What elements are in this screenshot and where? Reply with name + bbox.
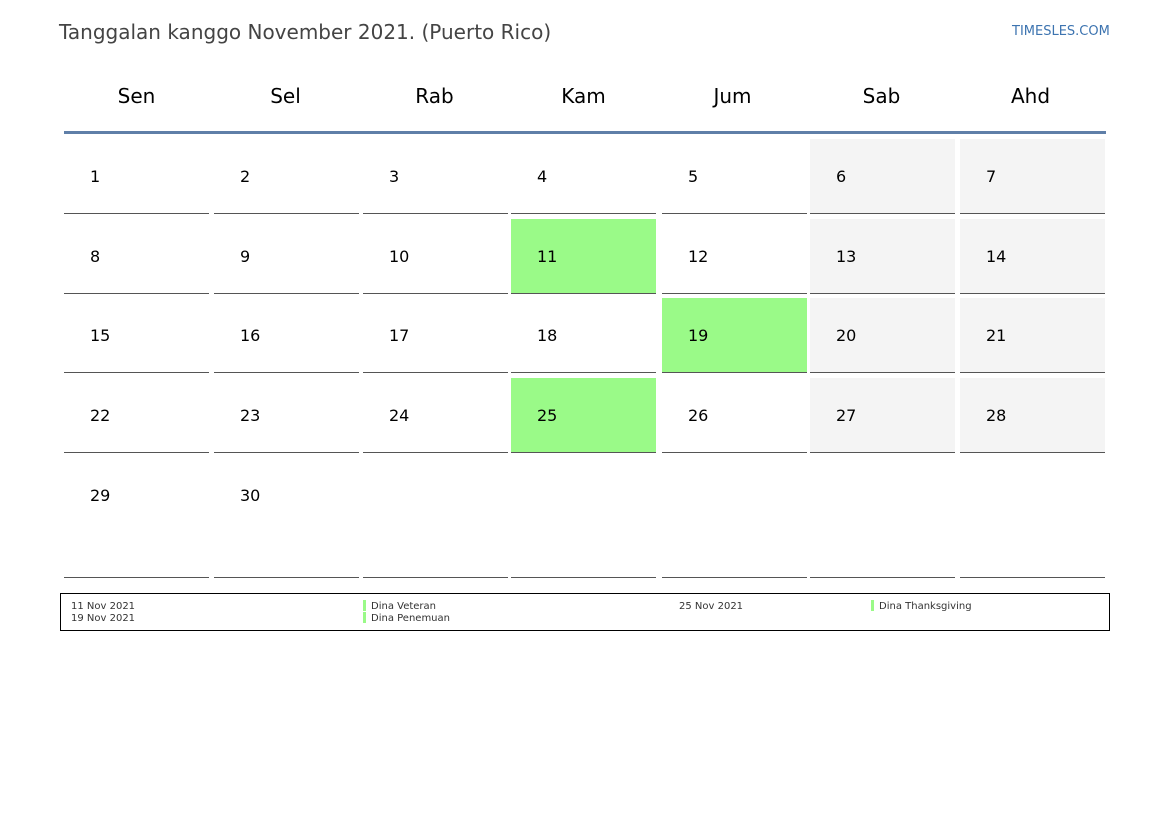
day-cell-23: 23 xyxy=(214,378,359,453)
weekday-tue: Sel xyxy=(270,84,301,108)
day-cell-15: 15 xyxy=(64,298,209,373)
day-cell-27: 27 xyxy=(810,378,955,453)
day-cell-29: 29 xyxy=(64,458,209,578)
day-cell-18: 18 xyxy=(511,298,656,373)
day-number: 17 xyxy=(389,326,410,345)
day-number: 3 xyxy=(389,167,400,186)
site-link[interactable]: TIMESLES.COM xyxy=(1012,24,1110,39)
holiday-marker xyxy=(363,612,366,623)
weekday-fri: Jum xyxy=(713,84,752,108)
day-number: 15 xyxy=(90,326,111,345)
weekday-sat: Sab xyxy=(862,84,901,108)
day-cell-22: 22 xyxy=(64,378,209,453)
day-number: 14 xyxy=(986,247,1007,266)
day-number: 25 xyxy=(537,406,558,425)
day-number: 28 xyxy=(986,406,1007,425)
day-cell-24: 24 xyxy=(363,378,508,453)
day-cell-11: 11 xyxy=(511,219,656,294)
day-number: 10 xyxy=(389,247,410,266)
day-cell-9: 9 xyxy=(214,219,359,294)
day-cell-25: 25 xyxy=(511,378,656,453)
weekday-wed: Rab xyxy=(415,84,454,108)
day-cell-16: 16 xyxy=(214,298,359,373)
holiday-date: 19 Nov 2021 xyxy=(71,613,136,624)
day-number: 7 xyxy=(986,167,997,186)
day-cell-8: 8 xyxy=(64,219,209,294)
day-cell-6: 6 xyxy=(810,139,955,214)
header-rule xyxy=(64,131,1106,134)
holiday-name: Dina Veteran xyxy=(371,601,436,612)
day-cell-1: 1 xyxy=(64,139,209,214)
day-number: 9 xyxy=(240,247,251,266)
day-number: 4 xyxy=(537,167,548,186)
day-cell-5: 5 xyxy=(662,139,807,214)
weekday-sun: Ahd xyxy=(1010,84,1051,108)
day-cell-28: 28 xyxy=(960,378,1105,453)
day-number: 8 xyxy=(90,247,101,266)
day-cell-12: 12 xyxy=(662,219,807,294)
day-cell-10: 10 xyxy=(363,219,508,294)
day-cell-19: 19 xyxy=(662,298,807,373)
holiday-name: Dina Thanksgiving xyxy=(879,601,972,612)
day-cell-empty xyxy=(363,458,508,578)
day-cell-2: 2 xyxy=(214,139,359,214)
weekday-header: Sen Sel Rab Kam Jum Sab Ahd xyxy=(64,84,1106,114)
day-cell-empty xyxy=(511,458,656,578)
holiday-name: Dina Penemuan xyxy=(371,613,450,624)
day-number: 27 xyxy=(836,406,857,425)
day-number: 1 xyxy=(90,167,101,186)
day-number: 6 xyxy=(836,167,847,186)
day-number: 5 xyxy=(688,167,699,186)
page-title: Tanggalan kanggo November 2021. (Puerto … xyxy=(59,20,552,44)
day-number: 26 xyxy=(688,406,709,425)
holiday-legend: 11 Nov 2021 Dina Veteran 25 Nov 2021 Din… xyxy=(60,593,1110,631)
day-cell-4: 4 xyxy=(511,139,656,214)
weekday-thu: Kam xyxy=(561,84,606,108)
day-cell-30: 30 xyxy=(214,458,359,578)
day-number: 12 xyxy=(688,247,709,266)
day-number: 23 xyxy=(240,406,261,425)
day-number: 20 xyxy=(836,326,857,345)
day-number: 2 xyxy=(240,167,251,186)
holiday-marker xyxy=(363,600,366,611)
day-number: 29 xyxy=(90,486,111,505)
day-cell-26: 26 xyxy=(662,378,807,453)
day-cell-empty xyxy=(662,458,807,578)
day-number: 24 xyxy=(389,406,410,425)
day-cell-20: 20 xyxy=(810,298,955,373)
day-cell-7: 7 xyxy=(960,139,1105,214)
day-cell-13: 13 xyxy=(810,219,955,294)
day-cell-14: 14 xyxy=(960,219,1105,294)
holiday-date: 11 Nov 2021 xyxy=(71,601,136,612)
day-cell-empty xyxy=(960,458,1105,578)
day-number: 16 xyxy=(240,326,261,345)
holiday-date: 25 Nov 2021 xyxy=(679,601,744,612)
day-cell-17: 17 xyxy=(363,298,508,373)
day-number: 19 xyxy=(688,326,709,345)
day-cell-empty xyxy=(810,458,955,578)
holiday-marker xyxy=(871,600,874,611)
day-number: 11 xyxy=(537,247,558,266)
day-cell-3: 3 xyxy=(363,139,508,214)
day-number: 13 xyxy=(836,247,857,266)
day-number: 18 xyxy=(537,326,558,345)
day-cell-21: 21 xyxy=(960,298,1105,373)
weekday-mon: Sen xyxy=(117,84,156,108)
day-number: 30 xyxy=(240,486,261,505)
day-number: 22 xyxy=(90,406,111,425)
day-number: 21 xyxy=(986,326,1007,345)
